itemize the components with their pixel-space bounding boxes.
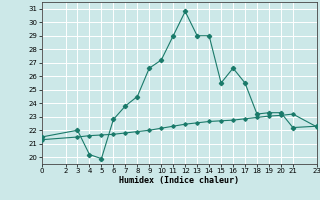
X-axis label: Humidex (Indice chaleur): Humidex (Indice chaleur)	[119, 176, 239, 185]
